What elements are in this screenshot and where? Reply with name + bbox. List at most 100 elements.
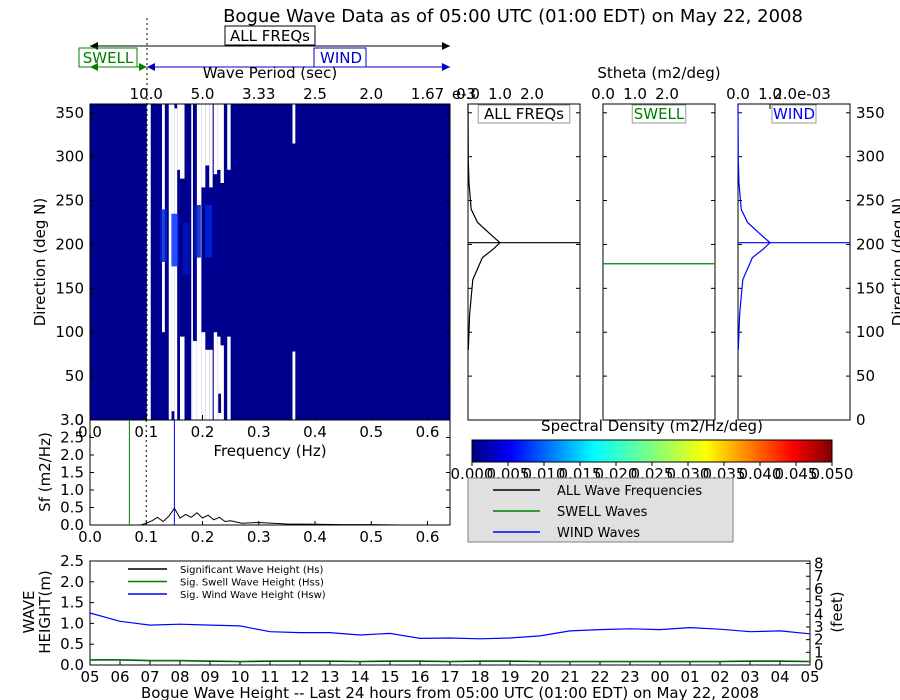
wave-height-y-ticks: 0.0 0.5 1.0 1.5 2.0 2.5 — [60, 552, 94, 674]
swell-arrowhead-left — [90, 63, 98, 71]
all-freqs-arrowhead-right — [442, 42, 450, 50]
right-direction-tick-label: 200 — [856, 235, 885, 253]
period-tick-label: 3.33 — [242, 85, 275, 103]
wind-label: WIND — [320, 49, 362, 67]
swell-label: SWELL — [83, 49, 134, 67]
heatmap-gap — [209, 349, 213, 420]
direction-spread-curve — [737, 103, 771, 350]
heatmap-gap — [209, 104, 213, 188]
hour-tick-label: 02 — [710, 668, 729, 686]
height-series-line — [89, 612, 811, 640]
stheta-tick-label: 1.0 — [488, 85, 512, 103]
hour-tick-label: 05 — [800, 668, 819, 686]
heatmap-gap — [227, 104, 231, 170]
sf-frequency-tick-label: 0.6 — [416, 528, 440, 546]
heatmap-gap — [220, 104, 224, 183]
direction-panel-frame — [737, 103, 851, 421]
direction-tick-label: 350 — [55, 104, 84, 122]
height-tick-label: 1.0 — [60, 614, 84, 632]
sf-tick-label: 2.0 — [60, 446, 84, 464]
height-tick-label: 2.0 — [60, 573, 84, 591]
heatmap-frequency-ticks: 0.0 0.1 0.2 0.3 0.4 0.5 0.6 — [78, 415, 439, 441]
stheta-tick-label: 2.0 — [520, 85, 544, 103]
frequency-tick-label: 0.6 — [416, 423, 440, 441]
period-tick-label: 5.0 — [191, 85, 215, 103]
direction-panel-all-freqs: 0.0 1.0 2.0 e-3 ALL FREQs — [452, 85, 581, 421]
sf-frequency-tick-label: 0.5 — [359, 528, 383, 546]
heatmap-gap — [201, 104, 206, 188]
right-direction-tick-label: 100 — [856, 323, 885, 341]
feet-tick-label: 2 — [814, 631, 824, 649]
period-tick-label: 1.67 — [411, 85, 444, 103]
heatmap-gap — [180, 336, 185, 420]
heatmap-gap — [168, 104, 172, 420]
right-direction-tick-label: 50 — [856, 367, 875, 385]
feet-tick-label: 8 — [814, 555, 824, 573]
sf-frequency-tick-label: 0.3 — [247, 528, 271, 546]
hour-tick-label: 13 — [320, 668, 339, 686]
hour-tick-label: 17 — [440, 668, 459, 686]
direction-panel-title: WIND — [773, 105, 815, 123]
stheta-tick-label: 0.0 — [591, 85, 615, 103]
colorbar-label: Spectral Density (m2/Hz/deg) — [541, 417, 763, 435]
right-direction-tick-label: 350 — [856, 104, 885, 122]
hour-tick-label: 09 — [200, 668, 219, 686]
heatmap-gap — [205, 104, 210, 166]
feet-tick-label: 0 — [814, 656, 824, 674]
heatmap-gap — [227, 336, 231, 420]
sf-series-line — [140, 507, 439, 526]
wave-height-ylabel-line2: HEIGHT(m) — [36, 570, 54, 654]
frequency-tick-label: 0.5 — [359, 423, 383, 441]
spectrum-heatmap-panel: Wave Period (sec) 10.0 5.0 3.33 2.5 2.0 1.67 … — [31, 64, 451, 460]
wave-height-legend: Significant Wave Height (Hs) Sig. Swell W… — [128, 565, 326, 601]
sf-frequency-tick-label: 0.2 — [191, 528, 215, 546]
hour-tick-label: 20 — [530, 668, 549, 686]
direction-panel-wind: 0.0 1.02.0e-03 WIND — [726, 85, 851, 421]
hour-tick-label: 06 — [110, 668, 129, 686]
feet-tick-label: 7 — [814, 567, 824, 585]
height-tick-label: 2.5 — [60, 552, 84, 570]
sf-tick-label: 0.0 — [60, 516, 84, 534]
direction-panel-title-box — [477, 104, 571, 124]
stheta-tick-label: 2.0 — [655, 85, 679, 103]
stheta-tick-label: 0.0 — [456, 85, 480, 103]
colorbar-gradient — [471, 439, 833, 463]
feet-tick-label: 4 — [814, 605, 824, 623]
hour-tick-label: 01 — [680, 668, 699, 686]
heatmap-gap — [213, 332, 218, 420]
heatmap-xlabel: Frequency (Hz) — [213, 442, 326, 460]
direction-tick-label: 0 — [74, 411, 84, 429]
right-direction-tick-label: 0 — [856, 411, 866, 429]
heatmap-gap — [177, 104, 180, 170]
heatmap-direction-ticks: 0 50 100 150 200 250 300 350 — [55, 104, 450, 429]
heatmap-gap — [196, 104, 202, 420]
direction-tick-label: 300 — [55, 148, 84, 166]
frequency-tick-label: 0.4 — [303, 423, 327, 441]
direction-panel-title-box — [631, 104, 687, 124]
direction-tick-label: 50 — [65, 367, 84, 385]
hour-tick-label: 07 — [140, 668, 159, 686]
wind-arrowhead-right — [442, 63, 450, 71]
wind-arrowhead-left — [147, 63, 155, 71]
feet-tick-label: 3 — [814, 618, 824, 636]
figure-title: Bogue Wave Data as of 05:00 UTC (01:00 E… — [223, 6, 803, 27]
hour-tick-label: 00 — [650, 668, 669, 686]
frequency-spectrum-x-ticks: 0.0 0.1 0.2 0.3 0.4 0.5 0.6 — [78, 521, 439, 546]
sf-tick-label: 3.0 — [60, 411, 84, 429]
sf-frequency-tick-label: 0.1 — [134, 528, 158, 546]
heatmap-cells — [90, 104, 450, 420]
hour-tick-label: 23 — [620, 668, 639, 686]
heatmap-gap — [292, 351, 296, 420]
stheta-tick-label: 1.0 — [758, 85, 782, 103]
heatmap-ylabel: Direction (deg N) — [31, 198, 49, 327]
right-direction-tick-label: 300 — [856, 148, 885, 166]
heatmap-gap — [205, 349, 210, 420]
hour-tick-label: 10 — [230, 668, 249, 686]
heatmap-gap — [201, 332, 206, 420]
direction-panel-title: SWELL — [634, 105, 685, 123]
feet-tick-label: 6 — [814, 580, 824, 598]
frequency-tick-label: 0.3 — [247, 423, 271, 441]
hour-tick-label: 18 — [470, 668, 489, 686]
heatmap-background — [90, 104, 450, 420]
